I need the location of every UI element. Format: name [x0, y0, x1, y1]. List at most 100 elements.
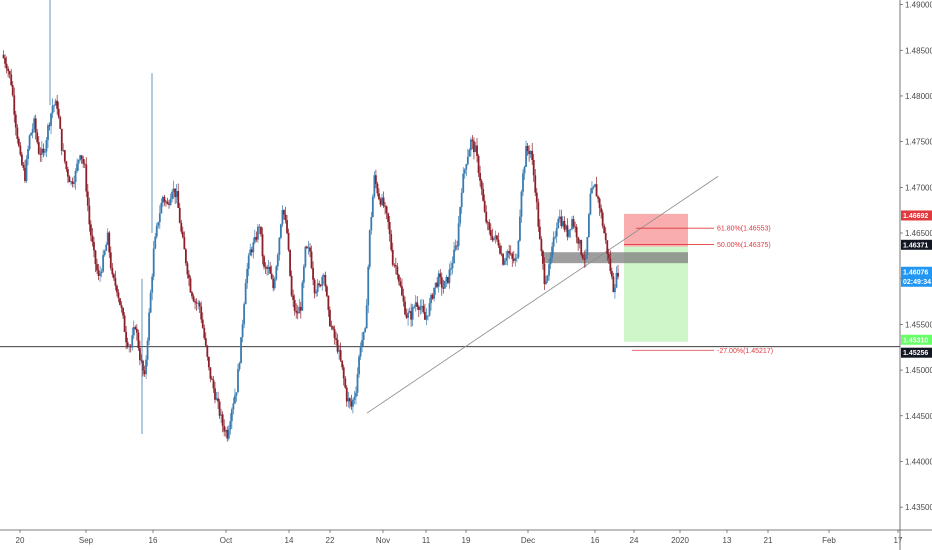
candle[interactable]	[617, 264, 619, 280]
candle[interactable]	[132, 320, 135, 339]
candle[interactable]	[457, 216, 460, 250]
candle[interactable]	[7, 66, 10, 78]
candle[interactable]	[347, 391, 350, 408]
candle[interactable]	[543, 257, 546, 291]
candle[interactable]	[129, 344, 132, 353]
candle[interactable]	[220, 408, 223, 423]
candle[interactable]	[296, 305, 299, 320]
candle[interactable]	[355, 386, 357, 405]
candle[interactable]	[517, 239, 520, 260]
candle[interactable]	[397, 273, 400, 286]
candle[interactable]	[211, 375, 213, 381]
candle[interactable]	[420, 298, 423, 314]
candle[interactable]	[48, 122, 51, 131]
candle[interactable]	[290, 270, 293, 298]
candle[interactable]	[483, 194, 486, 213]
candle[interactable]	[413, 304, 416, 310]
candle[interactable]	[411, 303, 414, 327]
candle[interactable]	[488, 219, 491, 235]
candle[interactable]	[565, 223, 567, 232]
candle[interactable]	[509, 245, 512, 256]
candle[interactable]	[79, 154, 82, 162]
candle[interactable]	[595, 176, 598, 197]
candle[interactable]	[520, 189, 523, 223]
candle[interactable]	[474, 141, 477, 153]
candle[interactable]	[371, 194, 374, 218]
candle[interactable]	[387, 212, 390, 230]
candle[interactable]	[454, 239, 457, 252]
candle[interactable]	[410, 303, 413, 327]
candle[interactable]	[560, 209, 563, 229]
candle[interactable]	[448, 263, 451, 289]
candle[interactable]	[511, 251, 514, 267]
candle[interactable]	[82, 155, 85, 169]
candle[interactable]	[4, 54, 6, 68]
candle[interactable]	[5, 56, 8, 74]
candle[interactable]	[209, 367, 212, 383]
candle[interactable]	[71, 177, 74, 188]
candle[interactable]	[431, 293, 434, 300]
candle[interactable]	[31, 123, 34, 139]
candle[interactable]	[583, 250, 586, 268]
candle[interactable]	[8, 70, 11, 79]
candle[interactable]	[307, 240, 310, 255]
candle[interactable]	[529, 150, 532, 159]
candle[interactable]	[57, 101, 60, 119]
candle[interactable]	[200, 301, 203, 324]
candle[interactable]	[309, 243, 311, 258]
candle[interactable]	[336, 333, 339, 354]
candle[interactable]	[405, 308, 408, 319]
candle[interactable]	[572, 215, 575, 230]
candle[interactable]	[342, 364, 345, 386]
candle[interactable]	[65, 160, 68, 173]
candle[interactable]	[492, 237, 495, 242]
candle[interactable]	[40, 141, 43, 162]
candle[interactable]	[139, 340, 141, 366]
candle[interactable]	[128, 343, 131, 353]
candle[interactable]	[263, 254, 265, 270]
candle[interactable]	[586, 236, 589, 260]
candle[interactable]	[353, 390, 356, 405]
candle[interactable]	[96, 258, 98, 274]
candle[interactable]	[276, 252, 279, 271]
candle[interactable]	[267, 259, 270, 276]
candle[interactable]	[587, 212, 590, 238]
candle[interactable]	[301, 280, 304, 312]
candle[interactable]	[512, 250, 515, 264]
candle[interactable]	[257, 223, 259, 243]
candle[interactable]	[44, 148, 46, 156]
candle[interactable]	[120, 301, 123, 313]
candle[interactable]	[39, 147, 42, 162]
candle[interactable]	[356, 367, 359, 397]
candle[interactable]	[551, 242, 554, 263]
candle[interactable]	[60, 128, 63, 156]
candle[interactable]	[600, 204, 603, 219]
candle[interactable]	[384, 201, 386, 215]
candle[interactable]	[260, 226, 262, 237]
candle[interactable]	[368, 229, 371, 270]
candle[interactable]	[578, 238, 581, 249]
candle[interactable]	[158, 205, 161, 229]
candle[interactable]	[125, 326, 128, 350]
candle[interactable]	[191, 291, 193, 300]
candle[interactable]	[332, 325, 334, 331]
candle[interactable]	[171, 189, 173, 203]
candle[interactable]	[508, 244, 511, 260]
candle[interactable]	[207, 356, 210, 371]
candle[interactable]	[287, 228, 290, 252]
candle[interactable]	[100, 268, 103, 278]
candle[interactable]	[549, 252, 552, 269]
candle[interactable]	[459, 206, 462, 227]
candle[interactable]	[264, 262, 267, 275]
candle[interactable]	[68, 175, 71, 183]
candle[interactable]	[485, 205, 488, 225]
candle[interactable]	[367, 264, 370, 314]
candle[interactable]	[594, 183, 596, 187]
candle[interactable]	[299, 301, 302, 319]
candle[interactable]	[195, 298, 198, 311]
candle[interactable]	[223, 419, 226, 437]
candle[interactable]	[534, 169, 537, 197]
candle[interactable]	[134, 325, 137, 331]
candle[interactable]	[515, 253, 518, 263]
candle[interactable]	[108, 231, 111, 258]
